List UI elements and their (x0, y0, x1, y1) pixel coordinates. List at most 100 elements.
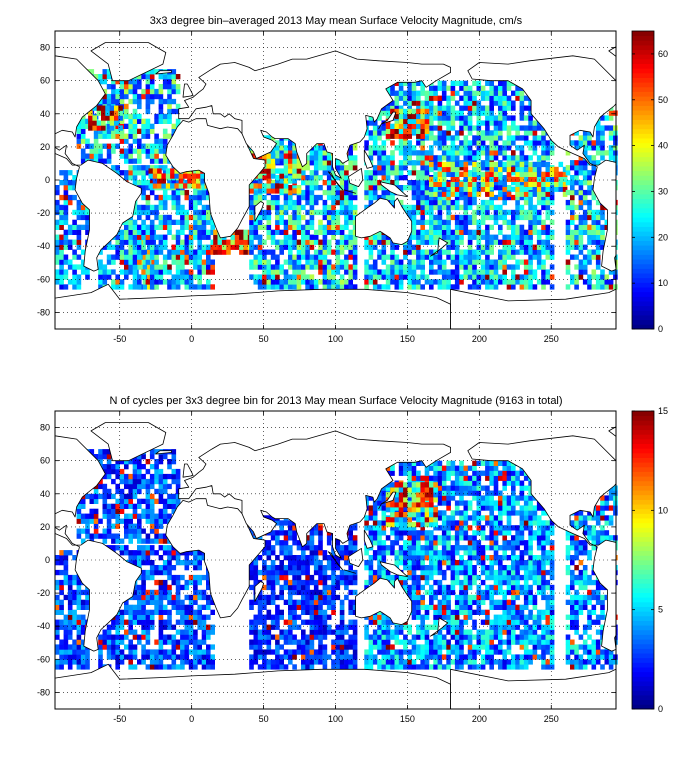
heatmap-cell (467, 249, 473, 255)
heatmap-cell (407, 209, 412, 216)
heatmap-cell (210, 219, 215, 225)
heatmap-cell (532, 284, 538, 290)
heatmap-cell (67, 589, 73, 596)
heatmap-cell (476, 90, 482, 96)
heatmap-cell (283, 194, 289, 201)
heatmap-cell (565, 224, 571, 230)
heatmap-cell (249, 234, 254, 240)
heatmap-cell (515, 194, 520, 201)
heatmap-cell (326, 259, 332, 265)
heatmap-cell (145, 654, 151, 660)
heatmap-cell (115, 468, 120, 475)
heatmap-cell (528, 219, 533, 225)
heatmap-cell (188, 579, 194, 586)
heatmap-cell (257, 219, 263, 225)
heatmap-cell (502, 219, 507, 225)
heatmap-cell (279, 269, 284, 275)
heatmap-cell (67, 634, 73, 640)
heatmap-cell (595, 199, 601, 206)
heatmap-cell (536, 199, 542, 206)
heatmap-cell (137, 468, 142, 475)
heatmap-cell (180, 614, 185, 620)
heatmap-cell (459, 105, 464, 111)
heatmap-cell (63, 634, 69, 640)
heatmap-cell (101, 105, 106, 111)
heatmap-cell (313, 279, 319, 285)
heatmap-cell (93, 133, 99, 139)
heatmap-cell (115, 239, 120, 245)
heatmap-cell (149, 664, 155, 670)
heatmap-cell (171, 98, 177, 105)
colorbar-segment (632, 180, 654, 186)
heatmap-cell (154, 604, 159, 610)
heatmap-cell (201, 234, 207, 240)
heatmap-cell (154, 569, 159, 576)
heatmap-cell (158, 138, 164, 144)
heatmap-cell (326, 214, 332, 221)
heatmap-cell (59, 234, 64, 240)
heatmap-cell (506, 171, 512, 177)
heatmap-cell (502, 125, 507, 131)
heatmap-cell (137, 488, 142, 495)
heatmap-cell (270, 183, 276, 189)
heatmap-cell (515, 274, 520, 280)
heatmap-cell (472, 171, 477, 177)
heatmap-cell (184, 644, 190, 650)
heatmap-cell (390, 100, 395, 106)
heatmap-cell (193, 209, 198, 216)
heatmap-cell (76, 234, 82, 240)
heatmap-cell (429, 214, 434, 221)
heatmap-cell (59, 569, 64, 576)
colorbar-segment (632, 170, 654, 176)
heatmap-cell (536, 186, 542, 192)
heatmap-cell (162, 533, 168, 539)
heatmap-cell (459, 214, 464, 221)
heatmap-cell (141, 143, 146, 149)
heatmap-cell (545, 269, 551, 275)
heatmap-cell (549, 199, 555, 206)
heatmap-cell (257, 264, 263, 270)
heatmap-cell (118, 125, 123, 131)
heatmap-cell (398, 145, 404, 151)
heatmap-cell (162, 244, 168, 250)
heatmap-cell (493, 284, 499, 290)
heatmap-cell (193, 234, 198, 240)
heatmap-cell (348, 279, 353, 285)
heatmap-cell (63, 214, 69, 221)
heatmap-cell (549, 150, 555, 156)
heatmap-cell (313, 170, 319, 176)
heatmap-cell (76, 528, 82, 534)
heatmap-cell (206, 614, 211, 620)
heatmap-cell (502, 269, 507, 275)
heatmap-cell (85, 153, 90, 159)
heatmap-cell (210, 599, 215, 605)
heatmap-cell (154, 528, 159, 534)
heatmap-cell (519, 191, 525, 197)
heatmap-cell (574, 239, 579, 245)
heatmap-cell (326, 185, 332, 191)
heatmap-cell (149, 128, 155, 134)
heatmap-cell (275, 219, 280, 225)
heatmap-cell (63, 180, 69, 186)
heatmap-cell (147, 284, 152, 290)
heatmap-cell (296, 284, 302, 290)
heatmap-cell (119, 508, 125, 514)
heatmap-cell (403, 185, 408, 191)
heatmap-cell (528, 181, 533, 187)
heatmap-cell (305, 185, 310, 191)
heatmap-cell (545, 140, 551, 146)
heatmap-cell (296, 204, 302, 211)
heatmap-cell (98, 634, 103, 640)
heatmap-cell (454, 145, 460, 151)
heatmap-cell (595, 209, 601, 216)
heatmap-cell (76, 123, 82, 129)
heatmap-cell (67, 649, 73, 655)
heatmap-cell (162, 138, 168, 144)
heatmap-cell (101, 125, 106, 131)
heatmap-cell (279, 214, 284, 221)
heatmap-cell (257, 254, 263, 260)
heatmap-cell (119, 259, 125, 265)
heatmap-cell (141, 659, 146, 665)
heatmap-cell (424, 219, 430, 225)
heatmap-cell (102, 464, 108, 470)
